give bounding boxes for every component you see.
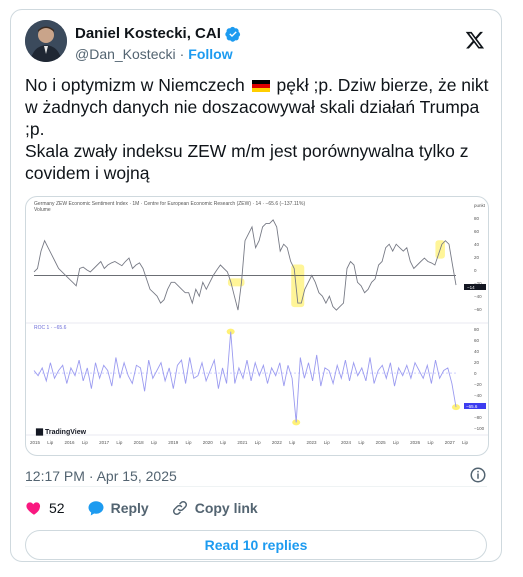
x-tick-label: 2025 — [376, 440, 387, 445]
divider — [25, 486, 487, 487]
germany-flag-icon — [251, 80, 270, 92]
x-logo-icon[interactable] — [465, 30, 485, 50]
y-tick-label: 0 — [474, 268, 477, 273]
like-count: 52 — [49, 500, 65, 516]
tradingview-logo-icon: ⬛︎ — [36, 429, 45, 436]
y-tick-label: 80 — [474, 216, 480, 221]
y-tick-label: −20 — [474, 281, 482, 286]
x-tick-label: 2022 — [272, 440, 283, 445]
follow-button[interactable]: Follow — [188, 46, 233, 62]
chart-title: Germany ZEW Economic Sentiment Index · 1… — [34, 201, 306, 207]
x-tick-label: 2024 — [341, 440, 352, 445]
x-tick-label: Lip — [82, 440, 89, 445]
x-tick-label: 2023 — [306, 440, 317, 445]
heart-icon — [26, 502, 41, 515]
reply-label: Reply — [110, 500, 149, 516]
y-tick-label: 0 — [474, 371, 477, 376]
x-tick-label: 2020 — [203, 440, 214, 445]
zew-series-line — [33, 219, 457, 311]
x-tick-label: 2027 — [445, 440, 456, 445]
verified-badge-icon — [225, 26, 241, 42]
reply-bubble-icon — [88, 501, 104, 516]
roc-crash-highlight — [452, 404, 460, 411]
y-tick-label: −20 — [474, 382, 482, 387]
author-name[interactable]: Daniel Kostecki, CAI — [75, 25, 221, 42]
copy-link-label: Copy link — [194, 500, 258, 516]
y-tick-label: 60 — [474, 338, 480, 343]
value-badge-bottom-text: −65.6 — [466, 404, 478, 409]
x-tick-label: 2017 — [99, 440, 110, 445]
y-tick-label: −80 — [474, 415, 482, 420]
tradingview-watermark: ⬛︎ TradingView — [36, 429, 86, 437]
value-badge-top-text: −14 — [467, 285, 475, 290]
copy-link-button[interactable]: Copy link — [171, 499, 258, 517]
y-tick-label: 40 — [474, 349, 480, 354]
tradingview-label: TradingView — [44, 429, 87, 436]
author-handle[interactable]: @Dan_Kostecki — [75, 46, 176, 62]
y-tick-label: −40 — [474, 294, 482, 299]
x-tick-label: 2021 — [237, 440, 248, 445]
chart-svg: punkt 80 60 40 20 0 −20 −40 −60 80 60 40 20 0 −20 −40 −6… — [26, 203, 488, 445]
y-tick-label: −40 — [474, 393, 482, 398]
read-replies-button[interactable]: Read 10 replies — [25, 530, 487, 560]
avatar[interactable] — [25, 20, 67, 62]
y-tick-label: 60 — [474, 229, 480, 234]
y-tick-label: punkt — [474, 203, 486, 208]
roc-label: ROC 1 · −65.6 — [34, 325, 67, 331]
y-tick-label: 80 — [474, 327, 480, 332]
action-bar: 52 Reply Copy link — [25, 496, 280, 520]
y-tick-label: 40 — [474, 242, 480, 247]
y-tick-label: −100 — [474, 426, 485, 431]
tweet-timestamp[interactable]: 12:17 PM · Apr 15, 2025 — [25, 468, 177, 484]
x-tick-label: Lip — [324, 440, 331, 445]
x-tick-label: Lip — [358, 440, 365, 445]
chart-volume-label: Volume — [34, 207, 51, 213]
x-tick-label: Lip — [427, 440, 434, 445]
crash-highlight — [227, 278, 245, 287]
x-tick-label: 2018 — [134, 440, 145, 445]
x-tick-label: Lip — [393, 440, 400, 445]
link-icon — [172, 500, 187, 516]
x-tick-label: 2015 — [30, 440, 41, 445]
value-badge-top — [464, 284, 486, 290]
separator-dot: · — [179, 46, 185, 62]
x-tick-label: Lip — [47, 440, 54, 445]
x-tick-label: Lip — [462, 440, 469, 445]
handle-row: @Dan_Kostecki · Follow — [75, 46, 233, 62]
like-button[interactable]: 52 — [25, 499, 65, 517]
tweet-text: No i optymizm w Niemczech pękł ;p. Dziw … — [25, 74, 490, 184]
x-tick-label: Lip — [255, 440, 262, 445]
tweet-card: Daniel Kostecki, CAI @Dan_Kostecki · Fol… — [10, 9, 502, 562]
roc-series-line — [33, 331, 457, 423]
x-tick-label: Lip — [186, 440, 193, 445]
name-row: Daniel Kostecki, CAI — [75, 25, 241, 42]
x-tick-label: Lip — [151, 440, 158, 445]
info-icon[interactable] — [469, 466, 487, 484]
tweet-header: Daniel Kostecki, CAI @Dan_Kostecki · Fol… — [25, 20, 487, 68]
y-tick-label: 20 — [474, 255, 480, 260]
x-tick-label: 2026 — [410, 440, 421, 445]
x-tick-label: Lip — [220, 440, 227, 445]
x-tick-label: 2016 — [65, 440, 76, 445]
reply-button[interactable]: Reply — [87, 499, 149, 517]
x-tick-label: Lip — [116, 440, 123, 445]
tweet-text-part2: pękł ;p. Dziw bierze, że nikt w żadnych … — [25, 75, 489, 183]
y-tick-label: 20 — [474, 360, 480, 365]
y-tick-label: −60 — [474, 307, 482, 312]
tweet-text-part1: No i optymizm w Niemczech — [25, 75, 250, 95]
x-tick-label: Lip — [289, 440, 296, 445]
chart-image[interactable]: Germany ZEW Economic Sentiment Index · 1… — [25, 196, 489, 456]
x-tick-label: 2019 — [168, 440, 179, 445]
value-badge-bottom — [464, 403, 486, 409]
